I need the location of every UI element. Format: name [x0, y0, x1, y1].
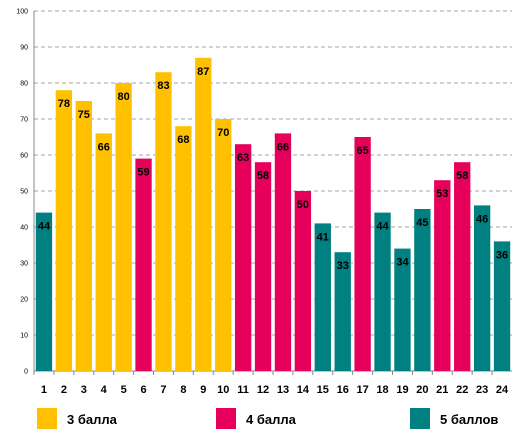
x-tick-label: 9	[200, 384, 206, 396]
x-tick-label: 3	[81, 384, 87, 396]
legend-label: 4 балла	[246, 412, 297, 427]
x-tick-label: 18	[376, 384, 388, 396]
data-label: 41	[317, 231, 329, 243]
data-label: 45	[416, 217, 428, 229]
y-tick-label: 80	[20, 81, 28, 88]
bar	[95, 133, 112, 371]
x-tick-label: 17	[357, 384, 369, 396]
data-label: 44	[38, 221, 51, 233]
bar	[473, 205, 491, 371]
bar	[175, 126, 192, 371]
data-label: 66	[277, 141, 289, 153]
bar	[493, 241, 511, 371]
bar	[254, 162, 272, 371]
x-tick-label: 2	[61, 384, 67, 396]
data-label: 78	[58, 98, 70, 110]
y-tick-label: 60	[20, 153, 28, 160]
x-tick-label: 11	[237, 384, 249, 396]
bar	[115, 83, 132, 371]
data-label: 36	[496, 249, 508, 261]
x-tick-label: 13	[277, 384, 289, 396]
bar	[135, 158, 152, 371]
bar	[374, 212, 391, 371]
x-tick-label: 12	[257, 384, 269, 396]
bar	[75, 101, 92, 371]
x-tick-label: 24	[496, 384, 509, 396]
y-tick-label: 90	[20, 45, 28, 52]
x-tick-label: 10	[217, 384, 229, 396]
bar	[234, 144, 252, 371]
data-label: 53	[436, 188, 448, 200]
y-tick-label: 40	[20, 225, 28, 232]
x-tick-label: 19	[396, 384, 408, 396]
bar	[55, 90, 73, 371]
data-label: 44	[376, 221, 389, 233]
data-label: 75	[78, 109, 90, 121]
bar	[215, 119, 232, 371]
x-tick-label: 20	[416, 384, 428, 396]
bar	[354, 137, 371, 371]
x-tick-label: 8	[180, 384, 186, 396]
x-tick-label: 7	[160, 384, 166, 396]
x-tick-label: 4	[101, 384, 108, 396]
bar	[454, 162, 471, 371]
data-label: 59	[137, 167, 149, 179]
y-tick-label: 50	[20, 189, 28, 196]
bar	[394, 248, 411, 371]
x-tick-label: 14	[297, 384, 310, 396]
data-label: 34	[396, 257, 409, 269]
data-label: 68	[177, 134, 189, 146]
data-label: 33	[337, 260, 349, 272]
y-tick-label: 100	[16, 9, 28, 16]
bar	[294, 191, 312, 371]
bar	[334, 252, 351, 371]
legend-swatch	[216, 408, 236, 429]
legend-swatch	[37, 408, 57, 429]
y-tick-label: 0	[24, 369, 28, 376]
bar	[314, 223, 331, 371]
bar	[434, 180, 451, 371]
x-tick-label: 16	[337, 384, 349, 396]
bar	[414, 209, 431, 371]
data-label: 46	[476, 213, 488, 225]
y-tick-label: 30	[20, 261, 28, 268]
bar	[274, 133, 292, 371]
data-label: 87	[197, 66, 209, 78]
legend-swatch	[410, 408, 430, 429]
legend-label: 5 баллов	[440, 412, 498, 427]
data-label: 58	[456, 170, 468, 182]
data-label: 63	[237, 152, 249, 164]
bar	[195, 57, 212, 372]
x-tick-label: 6	[140, 384, 146, 396]
data-label: 65	[357, 145, 369, 157]
x-tick-label: 21	[436, 384, 448, 396]
legend-label: 3 балла	[67, 412, 118, 427]
bar	[35, 212, 53, 371]
data-label: 80	[118, 91, 130, 103]
y-tick-label: 20	[20, 297, 28, 304]
bar	[155, 72, 172, 371]
x-tick-label: 22	[456, 384, 468, 396]
data-label: 83	[157, 80, 169, 92]
x-tick-label: 1	[41, 384, 47, 396]
x-tick-label: 23	[476, 384, 488, 396]
y-tick-label: 10	[20, 333, 28, 340]
x-tick-label: 15	[317, 384, 329, 396]
data-label: 50	[297, 199, 309, 211]
data-label: 70	[217, 127, 229, 139]
data-label: 58	[257, 170, 269, 182]
data-label: 66	[98, 141, 110, 153]
x-tick-label: 5	[121, 384, 127, 396]
y-tick-label: 70	[20, 117, 28, 124]
